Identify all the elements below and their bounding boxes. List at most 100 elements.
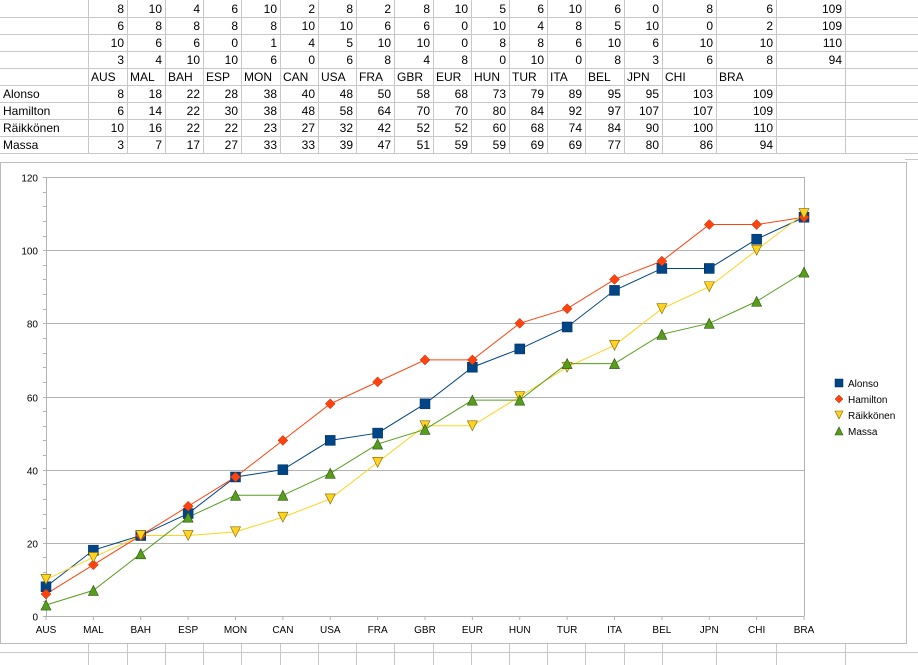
cell-value: 10 [531,53,545,67]
cell-value: 107 [693,104,713,118]
data-point [182,530,194,542]
cell-value: 0 [231,36,238,50]
cell-value: 8 [346,2,353,16]
cell-value: 10 [187,53,201,67]
column-header: EUR [436,70,462,84]
data-point [751,244,763,256]
x-tick-label: CAN [272,625,293,636]
cell-value: 97 [608,104,622,118]
data-point [561,303,573,315]
data-point [609,339,620,351]
legend-marker [834,426,844,436]
cell-value: 80 [493,104,507,118]
cell-value: 109 [822,19,842,33]
y-tick-label: 80 [27,320,39,331]
data-point [561,357,573,369]
cell-value: 14 [149,104,163,118]
legend-label: Massa [848,427,878,438]
data-point [656,328,668,340]
cell-value: 2 [308,2,315,16]
cell-value: 68 [455,87,469,101]
data-point [372,438,384,450]
data-point [325,435,336,446]
cell-value: 8 [117,87,124,101]
cell-value: 94 [760,138,774,152]
cell-value: 3 [117,138,124,152]
data-point [135,530,147,542]
cell-value: 39 [340,138,354,152]
data-point [182,500,194,512]
cell-value: 79 [531,87,545,101]
cell-value: 94 [829,53,843,67]
cell-value: 33 [264,138,278,152]
column-header: TUR [512,70,537,84]
data-point [324,467,336,479]
y-tick-label: 60 [27,394,39,405]
data-point [135,548,147,560]
cell-value: 7 [155,138,162,152]
cell-value: 10 [111,36,125,50]
data-point [40,599,52,611]
cell-value: 4 [537,19,544,33]
cell-value: 59 [455,138,469,152]
cell-value: 48 [302,104,316,118]
data-point [609,357,620,369]
cell-value: 2 [384,2,391,16]
cell-value: 90 [646,121,660,135]
cell-value: 38 [264,104,278,118]
data-point [419,354,431,366]
cell-value: 86 [700,138,714,152]
row-label: Alonso [3,87,40,101]
cell-value: 48 [340,87,354,101]
data-point [40,574,52,586]
chart-object[interactable]: 0 20 40 60 80 100 120 AUS MAL BAH ESP MON CAN USA FRA G… [0,162,907,644]
cell-value: 4 [155,53,162,67]
data-point [751,295,763,307]
x-tick-label: CHI [748,625,765,636]
cell-value: 0 [652,2,659,16]
cell-value: 10 [493,19,507,33]
cell-value: 8 [193,19,200,33]
legend-marker [834,378,844,388]
cell-value: 0 [308,53,315,67]
cell-value: 69 [531,138,545,152]
cell-value: 73 [493,87,507,101]
cell-value: 22 [187,87,201,101]
legend-marker [834,410,844,420]
column-header: CAN [283,70,308,84]
cell-value: 27 [302,121,316,135]
cell-value: 10 [646,19,660,33]
data-point [466,394,478,406]
cell-value: 6 [537,2,544,16]
cell-value: 68 [531,121,545,135]
x-tick-label: BRA [794,625,815,636]
data-point [514,317,526,329]
cell-value: 6 [614,2,621,16]
cell-value: 107 [639,104,659,118]
column-header: BAH [168,70,193,84]
data-point [324,493,336,505]
cell-value: 0 [461,36,468,50]
x-tick-label: HUN [509,625,531,636]
cell-value: 8 [231,19,238,33]
data-point [419,423,431,435]
cell-value: 84 [531,104,545,118]
cell-value: 50 [378,87,392,101]
cell-value: 10 [149,2,163,16]
x-tick-label: ITA [607,625,622,636]
column-header: MON [244,70,272,84]
cell-value: 6 [652,36,659,50]
cell-value: 28 [225,87,239,101]
cell-value: 5 [346,36,353,50]
cell-value: 8 [384,53,391,67]
cell-value: 52 [417,121,431,135]
legend-label: Alonso [848,379,879,390]
data-point [277,464,289,475]
column-header: MAL [130,70,155,84]
legend-label: Räikkönen [848,411,895,422]
data-point [467,354,478,366]
cell-value: 70 [417,104,431,118]
cell-value: 23 [264,121,278,135]
cell-value: 109 [822,2,842,16]
line-chart: 0 20 40 60 80 100 120 AUS MAL BAH ESP MON CAN USA FRA G… [21,174,895,637]
